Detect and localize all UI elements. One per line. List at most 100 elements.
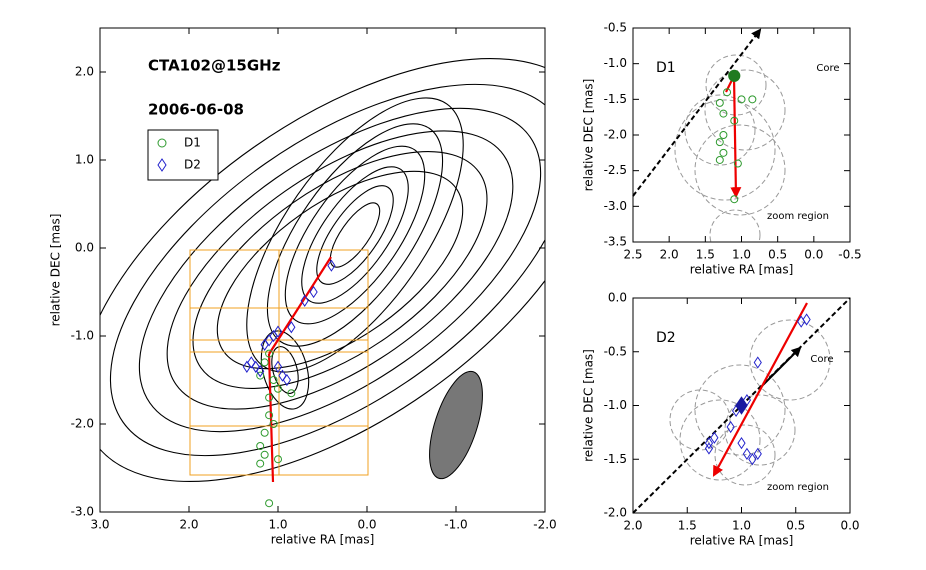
x-tick-label: -0.5 [838,248,861,262]
point [273,325,283,338]
model-circles [669,319,831,486]
point [287,389,296,398]
point [735,396,748,415]
y-tick-label: 1.0 [75,153,94,167]
point [273,360,283,373]
annotation: Core [810,354,833,365]
point [704,436,714,450]
model-circles [674,54,786,242]
y-tick-label: -3.0 [71,505,94,519]
y-tick-label: -3.5 [604,235,627,249]
point [274,455,282,464]
x-tick-label: -2.0 [533,518,556,532]
point [719,131,728,139]
x-tick-label: 3.0 [90,518,109,532]
x-tick-label: 1.5 [678,519,697,533]
x-tick-label: 1.0 [732,248,751,262]
x-tick-label: 2.0 [179,518,198,532]
y-tick-label: -1.0 [71,329,94,343]
point [802,313,811,326]
x-tick-label: 2.5 [623,248,642,262]
panel-label: D2 [656,330,676,346]
y-tick-label: -1.5 [604,92,627,106]
x-tick-label: 2.0 [623,519,642,533]
core-axis [632,28,762,197]
x-tick-label: -1.0 [444,518,467,532]
annotation: zoom region [767,211,829,222]
legend-box [147,129,219,181]
point [748,95,757,104]
legend-label: D2 [184,158,201,172]
y-tick-label: -1.5 [604,452,627,466]
legend-marker [157,138,167,148]
plot-frame [99,27,546,513]
point [247,356,256,369]
x-tick-label: 1.5 [696,248,715,262]
point [265,349,274,358]
y-tick-label: -1.0 [604,398,627,412]
point [260,338,269,351]
point [719,109,728,118]
panel-label: D1 [656,60,676,76]
y-tick-label: -2.5 [604,163,627,177]
x-tick-label: 1.0 [732,519,751,533]
point [256,459,265,468]
point [269,420,278,428]
point [726,420,735,434]
y-tick-label: 2.0 [75,65,94,79]
point [282,373,292,387]
x-axis-label: relative RA [mas] [690,534,794,548]
x-tick-label: 0.0 [357,518,376,532]
y-tick-label: -2.0 [604,506,627,520]
x-tick-label: 1.0 [268,518,287,532]
red-arrow [712,302,808,477]
x-tick-label: 0.0 [840,519,859,533]
chart-title: CTA102@15GHz [148,57,281,75]
point [260,358,269,367]
point [797,315,806,328]
y-tick-label: 0.0 [75,241,94,255]
x-axis-label: relative RA [mas] [271,533,375,547]
legend-label: D1 [184,136,201,150]
point [710,431,719,444]
point [723,88,732,97]
y-tick-label: -1.0 [604,56,627,70]
point [737,95,746,104]
point [733,159,742,168]
point [269,329,278,343]
x-tick-label: 0.5 [768,248,787,262]
red-arrows [725,75,742,199]
x-tick-label: 0.0 [804,248,823,262]
core-arrow [759,346,802,389]
point [265,411,274,420]
point [278,369,287,382]
point [274,384,282,393]
point [715,155,724,164]
point [753,356,762,369]
point [242,360,251,373]
y-tick-label: -2.0 [71,417,94,431]
y-tick-label: -3.0 [604,199,627,213]
point [715,138,724,147]
point [256,442,265,450]
point [256,371,265,380]
y-axis-label: relative DEC [mas] [582,79,596,192]
point [251,360,260,373]
x-axis-label: relative RA [mas] [690,263,794,277]
point [300,294,309,307]
point [260,450,269,459]
point [256,365,265,378]
point [753,447,762,461]
legend-marker [157,158,167,172]
point [287,321,296,334]
point [728,69,741,82]
annotation: Core [816,63,839,74]
contours [100,58,545,482]
point [719,148,728,157]
point [730,195,739,204]
point [730,116,739,125]
point [737,436,746,450]
annotation: zoom region [767,482,829,493]
point [264,334,274,347]
